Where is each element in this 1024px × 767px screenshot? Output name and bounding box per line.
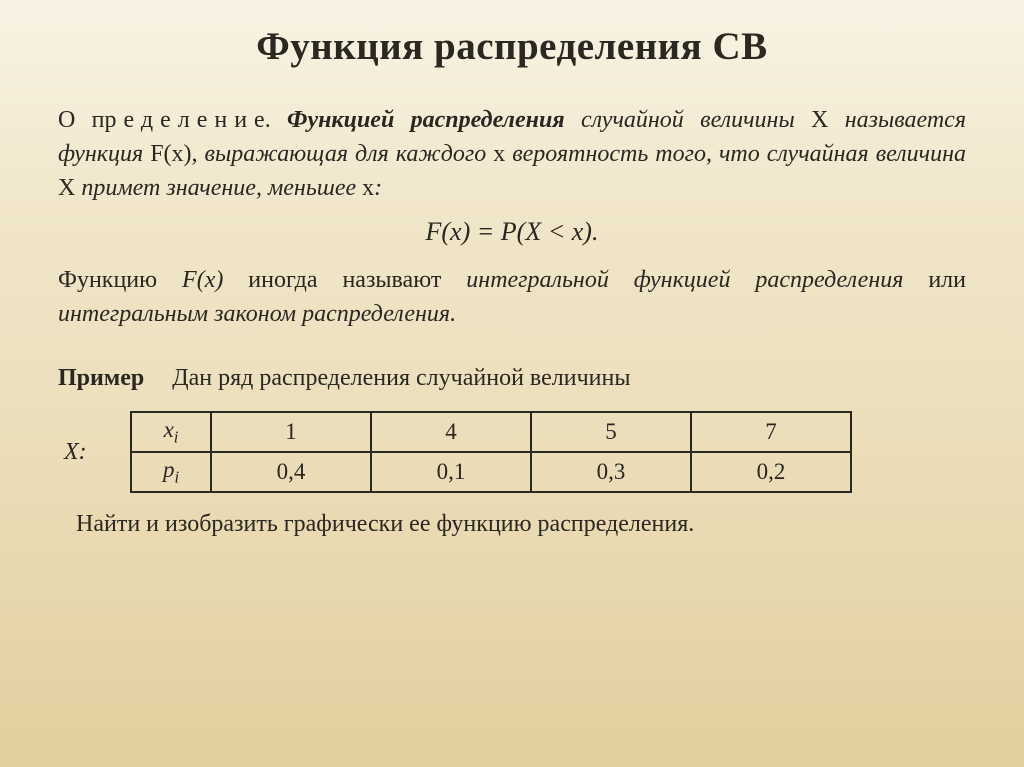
note-em2: интегральным законом распределения. bbox=[58, 301, 456, 327]
table-cell: 5 bbox=[531, 412, 691, 452]
def-x4: x bbox=[362, 175, 374, 201]
def-term: Функцией распределения bbox=[287, 107, 565, 133]
table-cell: 0,3 bbox=[531, 452, 691, 492]
task-line: Найти и изобразить графически ее функцию… bbox=[76, 511, 966, 538]
def-lead: О п bbox=[58, 107, 105, 133]
def-b4: ве­роятность того, что случайная величин… bbox=[505, 141, 966, 167]
def-b3: , выражающая для каждого bbox=[192, 141, 494, 167]
example-text: Дан ряд распределения случайной величины bbox=[172, 365, 630, 391]
distribution-table-wrap: X: xi 1 4 5 7 pi 0,4 0,1 0,3 0,2 bbox=[58, 411, 966, 493]
table-row: pi 0,4 0,1 0,3 0,2 bbox=[131, 452, 851, 492]
note-p2: иногда называют bbox=[223, 267, 466, 293]
table-row: xi 1 4 5 7 bbox=[131, 412, 851, 452]
distribution-table: xi 1 4 5 7 pi 0,4 0,1 0,3 0,2 bbox=[130, 411, 852, 493]
example-line: Пример Дан ряд распределения случайной в… bbox=[58, 361, 966, 395]
def-b5: примет значение, меньшее bbox=[75, 175, 362, 201]
table-header-xi: xi bbox=[131, 412, 211, 452]
note-fx: F(x) bbox=[182, 267, 223, 293]
note-paragraph: Функцию F(x) иногда называют интегрально… bbox=[58, 263, 966, 331]
def-b6: : bbox=[374, 175, 382, 201]
note-p3: или bbox=[903, 267, 966, 293]
table-cell: 0,2 bbox=[691, 452, 851, 492]
def-fx: F(x) bbox=[150, 141, 191, 167]
table-row-label: X: bbox=[58, 439, 130, 466]
def-b1: случайной вели­чины bbox=[565, 107, 811, 133]
example-label: Пример bbox=[58, 365, 144, 391]
def-x1: X bbox=[811, 107, 828, 133]
def-x3: X bbox=[58, 175, 75, 201]
table-cell: 0,1 bbox=[371, 452, 531, 492]
table-cell: 0,4 bbox=[211, 452, 371, 492]
def-spaced: ределени bbox=[105, 107, 255, 133]
note-em1: интегральной функцией рас­пределения bbox=[466, 267, 903, 293]
table-cell: 1 bbox=[211, 412, 371, 452]
formula: F(x) = P(X < x). bbox=[58, 217, 966, 247]
note-p1: Функцию bbox=[58, 267, 182, 293]
def-x2: x bbox=[493, 141, 505, 167]
table-header-pi: pi bbox=[131, 452, 211, 492]
def-tail: е. bbox=[254, 107, 271, 133]
definition-paragraph: О пределение. Функцией распределения слу… bbox=[58, 103, 966, 205]
slide-title: Функция распределения СВ bbox=[58, 24, 966, 69]
table-cell: 4 bbox=[371, 412, 531, 452]
table-cell: 7 bbox=[691, 412, 851, 452]
